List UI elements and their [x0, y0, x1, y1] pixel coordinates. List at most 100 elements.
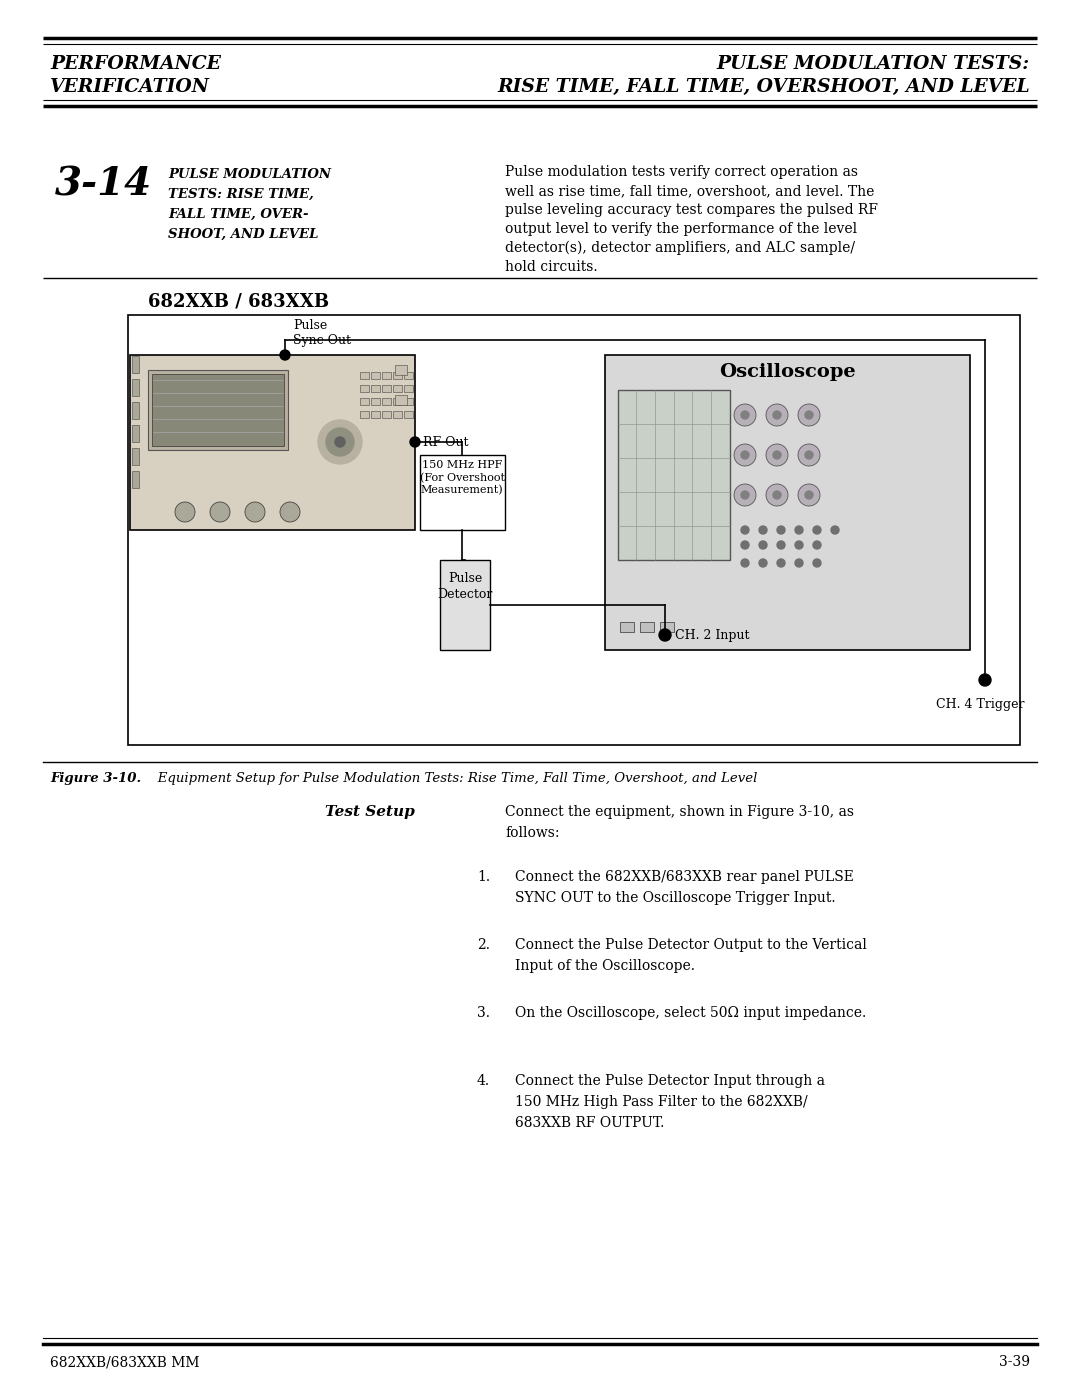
Text: 3-14: 3-14 — [55, 165, 152, 203]
Text: On the Oscilloscope, select 50Ω input impedance.: On the Oscilloscope, select 50Ω input im… — [515, 1006, 866, 1020]
Circle shape — [773, 490, 781, 499]
Circle shape — [741, 490, 750, 499]
Text: 2.: 2. — [477, 937, 490, 951]
Circle shape — [773, 411, 781, 419]
Circle shape — [734, 404, 756, 426]
Text: RF Out: RF Out — [423, 436, 469, 448]
Circle shape — [741, 559, 750, 567]
Text: CH. 4 Trigger: CH. 4 Trigger — [935, 698, 1024, 711]
Circle shape — [759, 541, 767, 549]
Text: hold circuits.: hold circuits. — [505, 260, 597, 274]
Circle shape — [777, 527, 785, 534]
Bar — [360, 398, 369, 405]
Circle shape — [210, 502, 230, 522]
Circle shape — [795, 559, 804, 567]
Text: detector(s), detector amplifiers, and ALC sample/: detector(s), detector amplifiers, and AL… — [505, 242, 855, 256]
Text: Equipment Setup for Pulse Modulation Tests: Rise Time, Fall Time, Overshoot, and: Equipment Setup for Pulse Modulation Tes… — [145, 773, 757, 785]
Circle shape — [813, 541, 821, 549]
Circle shape — [734, 483, 756, 506]
Circle shape — [326, 427, 354, 455]
Circle shape — [766, 444, 788, 467]
Bar — [132, 471, 139, 488]
Bar — [420, 455, 505, 529]
Bar — [132, 356, 139, 373]
Text: Input of the Oscilloscope.: Input of the Oscilloscope. — [515, 958, 696, 972]
Bar — [393, 386, 402, 393]
Text: 150 MHz HPF
(For Overshoot
Measurement): 150 MHz HPF (For Overshoot Measurement) — [419, 460, 504, 496]
Circle shape — [813, 559, 821, 567]
Text: 682XXB/683XXB MM: 682XXB/683XXB MM — [50, 1355, 200, 1369]
Circle shape — [777, 541, 785, 549]
Bar — [372, 398, 380, 405]
Text: 3.: 3. — [477, 1006, 490, 1020]
Circle shape — [798, 404, 820, 426]
Text: output level to verify the performance of the level: output level to verify the performance o… — [505, 222, 858, 236]
Bar — [132, 425, 139, 441]
Bar — [132, 448, 139, 465]
Circle shape — [813, 527, 821, 534]
Text: follows:: follows: — [505, 826, 559, 840]
Text: 150 MHz High Pass Filter to the 682XXB/: 150 MHz High Pass Filter to the 682XXB/ — [515, 1095, 808, 1109]
Bar — [129, 314, 1020, 745]
Circle shape — [795, 527, 804, 534]
Circle shape — [741, 411, 750, 419]
Circle shape — [659, 629, 671, 641]
Bar — [440, 560, 490, 650]
Bar — [360, 372, 369, 379]
Text: RISE TIME, FALL TIME, OVERSHOOT, AND LEVEL: RISE TIME, FALL TIME, OVERSHOOT, AND LEV… — [498, 78, 1030, 96]
Text: 1.: 1. — [477, 870, 490, 884]
Bar — [372, 386, 380, 393]
Circle shape — [741, 527, 750, 534]
Text: PULSE MODULATION TESTS:: PULSE MODULATION TESTS: — [717, 54, 1030, 73]
Text: FALL TIME, OVER-: FALL TIME, OVER- — [168, 208, 309, 221]
Circle shape — [805, 451, 813, 460]
Bar — [393, 372, 402, 379]
Circle shape — [741, 451, 750, 460]
Circle shape — [773, 451, 781, 460]
Circle shape — [795, 541, 804, 549]
Bar — [660, 622, 674, 631]
Bar — [393, 398, 402, 405]
Bar — [360, 386, 369, 393]
Circle shape — [410, 437, 420, 447]
Circle shape — [759, 527, 767, 534]
Circle shape — [280, 502, 300, 522]
Text: Connect the equipment, shown in Figure 3-10, as: Connect the equipment, shown in Figure 3… — [505, 805, 854, 819]
Text: Pulse modulation tests verify correct operation as: Pulse modulation tests verify correct op… — [505, 165, 858, 179]
Bar — [372, 372, 380, 379]
Text: pulse leveling accuracy test compares the pulsed RF: pulse leveling accuracy test compares th… — [505, 203, 878, 217]
Bar — [382, 372, 391, 379]
Bar — [395, 365, 407, 374]
Circle shape — [741, 541, 750, 549]
Bar — [382, 411, 391, 418]
Bar — [132, 402, 139, 419]
Text: TESTS: RISE TIME,: TESTS: RISE TIME, — [168, 189, 314, 201]
Circle shape — [734, 444, 756, 467]
Circle shape — [798, 444, 820, 467]
Text: Connect the Pulse Detector Input through a: Connect the Pulse Detector Input through… — [515, 1074, 825, 1088]
Circle shape — [777, 559, 785, 567]
Bar — [130, 355, 415, 529]
Text: Pulse
Sync Out: Pulse Sync Out — [293, 319, 351, 346]
Bar — [640, 622, 654, 631]
Text: well as rise time, fall time, overshoot, and level. The: well as rise time, fall time, overshoot,… — [505, 184, 875, 198]
Text: VERIFICATION: VERIFICATION — [50, 78, 210, 96]
Text: CH. 2 Input: CH. 2 Input — [675, 629, 750, 641]
Bar — [132, 379, 139, 395]
Text: Figure 3-10.: Figure 3-10. — [50, 773, 141, 785]
Circle shape — [798, 483, 820, 506]
Circle shape — [805, 490, 813, 499]
Bar — [404, 398, 413, 405]
Circle shape — [831, 527, 839, 534]
Circle shape — [318, 420, 362, 464]
Circle shape — [245, 502, 265, 522]
Text: SYNC OUT to the Oscilloscope Trigger Input.: SYNC OUT to the Oscilloscope Trigger Inp… — [515, 891, 836, 905]
Bar — [605, 355, 970, 650]
Bar — [148, 370, 288, 450]
Bar — [404, 372, 413, 379]
Bar — [620, 622, 634, 631]
Bar — [360, 411, 369, 418]
Text: PULSE MODULATION: PULSE MODULATION — [168, 168, 330, 182]
Text: Test Setup: Test Setup — [325, 805, 415, 819]
Circle shape — [805, 411, 813, 419]
